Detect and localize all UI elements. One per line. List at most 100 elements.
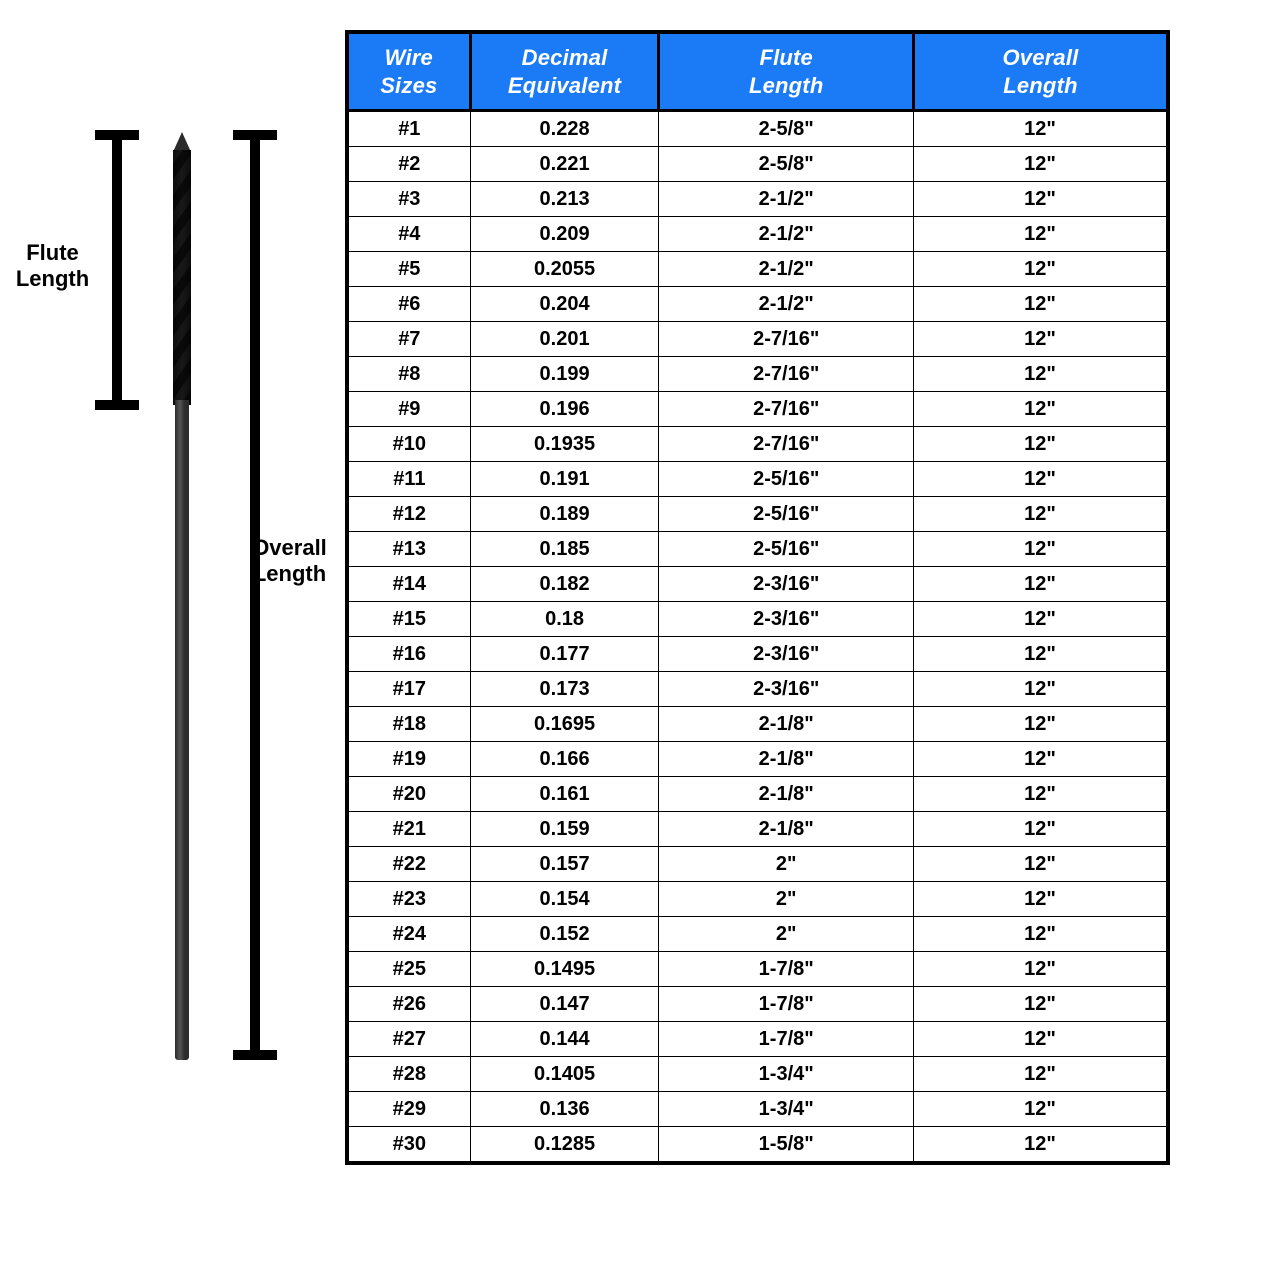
table-cell: 2-1/2" bbox=[659, 287, 914, 322]
flute-bracket-bottom bbox=[95, 400, 139, 410]
table-cell: #6 bbox=[347, 287, 470, 322]
overall-bracket-bottom bbox=[233, 1050, 277, 1060]
table-cell: 0.1405 bbox=[470, 1057, 659, 1092]
table-cell: 12" bbox=[913, 637, 1168, 672]
table-cell: 12" bbox=[913, 1057, 1168, 1092]
table-cell: 12" bbox=[913, 147, 1168, 182]
table-cell: 0.136 bbox=[470, 1092, 659, 1127]
table-cell: 12" bbox=[913, 357, 1168, 392]
table-row: #110.1912-5/16"12" bbox=[347, 462, 1168, 497]
table-cell: 2-1/8" bbox=[659, 742, 914, 777]
table-row: #280.14051-3/4"12" bbox=[347, 1057, 1168, 1092]
col-header-overall: Overall Length bbox=[913, 32, 1168, 111]
table-cell: 0.147 bbox=[470, 987, 659, 1022]
table-row: #60.2042-1/2"12" bbox=[347, 287, 1168, 322]
overall-bracket-top bbox=[233, 130, 277, 140]
table-cell: 12" bbox=[913, 392, 1168, 427]
table-cell: 1-7/8" bbox=[659, 987, 914, 1022]
table-cell: #18 bbox=[347, 707, 470, 742]
table-cell: 2-1/2" bbox=[659, 182, 914, 217]
table-cell: 2-7/16" bbox=[659, 427, 914, 462]
table-row: #220.1572"12" bbox=[347, 847, 1168, 882]
table-cell: 0.166 bbox=[470, 742, 659, 777]
table-cell: 0.161 bbox=[470, 777, 659, 812]
table-cell: 2-1/8" bbox=[659, 812, 914, 847]
table-cell: 0.185 bbox=[470, 532, 659, 567]
table-cell: 12" bbox=[913, 777, 1168, 812]
table-cell: 2-3/16" bbox=[659, 602, 914, 637]
table-cell: 2-7/16" bbox=[659, 392, 914, 427]
table-cell: 12" bbox=[913, 427, 1168, 462]
drill-bit-icon bbox=[167, 130, 197, 1060]
table-row: #250.14951-7/8"12" bbox=[347, 952, 1168, 987]
table-cell: 0.221 bbox=[470, 147, 659, 182]
table-cell: #15 bbox=[347, 602, 470, 637]
table-cell: 12" bbox=[913, 742, 1168, 777]
table-cell: 12" bbox=[913, 602, 1168, 637]
table-cell: 2" bbox=[659, 847, 914, 882]
table-cell: 2-7/16" bbox=[659, 357, 914, 392]
table-cell: #2 bbox=[347, 147, 470, 182]
table-cell: 0.154 bbox=[470, 882, 659, 917]
table-cell: 0.173 bbox=[470, 672, 659, 707]
table-cell: #13 bbox=[347, 532, 470, 567]
table-cell: 1-3/4" bbox=[659, 1092, 914, 1127]
table-cell: 1-5/8" bbox=[659, 1127, 914, 1164]
table-row: #50.20552-1/2"12" bbox=[347, 252, 1168, 287]
table-cell: 0.182 bbox=[470, 567, 659, 602]
table-cell: 0.201 bbox=[470, 322, 659, 357]
table-cell: 1-7/8" bbox=[659, 1022, 914, 1057]
wire-size-table: Wire Sizes Decimal Equivalent Flute Leng… bbox=[345, 30, 1170, 1165]
table-cell: 0.209 bbox=[470, 217, 659, 252]
table-cell: 12" bbox=[913, 322, 1168, 357]
table-cell: 0.199 bbox=[470, 357, 659, 392]
table-cell: 1-7/8" bbox=[659, 952, 914, 987]
table-cell: 12" bbox=[913, 1127, 1168, 1164]
overall-bracket-bar bbox=[250, 140, 260, 1050]
table-row: #240.1522"12" bbox=[347, 917, 1168, 952]
table-cell: 12" bbox=[913, 497, 1168, 532]
table-cell: 2" bbox=[659, 882, 914, 917]
table-cell: 12" bbox=[913, 952, 1168, 987]
flute-bracket-top bbox=[95, 130, 139, 140]
table-cell: 12" bbox=[913, 287, 1168, 322]
table-cell: #27 bbox=[347, 1022, 470, 1057]
col-header-flute: Flute Length bbox=[659, 32, 914, 111]
table-cell: #12 bbox=[347, 497, 470, 532]
table-cell: #20 bbox=[347, 777, 470, 812]
table-cell: #17 bbox=[347, 672, 470, 707]
table-cell: 12" bbox=[913, 111, 1168, 147]
table-cell: 2-3/16" bbox=[659, 567, 914, 602]
table-cell: 0.144 bbox=[470, 1022, 659, 1057]
table-body: #10.2282-5/8"12"#20.2212-5/8"12"#30.2132… bbox=[347, 111, 1168, 1164]
table-row: #270.1441-7/8"12" bbox=[347, 1022, 1168, 1057]
table-cell: 12" bbox=[913, 217, 1168, 252]
table-cell: 0.228 bbox=[470, 111, 659, 147]
table-cell: 12" bbox=[913, 532, 1168, 567]
table-cell: 12" bbox=[913, 567, 1168, 602]
table-row: #20.2212-5/8"12" bbox=[347, 147, 1168, 182]
table-cell: #22 bbox=[347, 847, 470, 882]
table-row: #290.1361-3/4"12" bbox=[347, 1092, 1168, 1127]
table-row: #90.1962-7/16"12" bbox=[347, 392, 1168, 427]
table-cell: 0.204 bbox=[470, 287, 659, 322]
table-cell: #19 bbox=[347, 742, 470, 777]
table-cell: 2-5/8" bbox=[659, 147, 914, 182]
table-cell: #9 bbox=[347, 392, 470, 427]
table-row: #130.1852-5/16"12" bbox=[347, 532, 1168, 567]
table-row: #260.1471-7/8"12" bbox=[347, 987, 1168, 1022]
table-row: #200.1612-1/8"12" bbox=[347, 777, 1168, 812]
table-cell: 2-7/16" bbox=[659, 322, 914, 357]
table-cell: 2" bbox=[659, 917, 914, 952]
table-cell: 12" bbox=[913, 182, 1168, 217]
table-cell: #3 bbox=[347, 182, 470, 217]
table-cell: #24 bbox=[347, 917, 470, 952]
table-row: #170.1732-3/16"12" bbox=[347, 672, 1168, 707]
table-header-row: Wire Sizes Decimal Equivalent Flute Leng… bbox=[347, 32, 1168, 111]
table-row: #190.1662-1/8"12" bbox=[347, 742, 1168, 777]
table-cell: 12" bbox=[913, 1092, 1168, 1127]
table-cell: 12" bbox=[913, 847, 1168, 882]
table-cell: 12" bbox=[913, 1022, 1168, 1057]
table-cell: 0.152 bbox=[470, 917, 659, 952]
table-row: #80.1992-7/16"12" bbox=[347, 357, 1168, 392]
